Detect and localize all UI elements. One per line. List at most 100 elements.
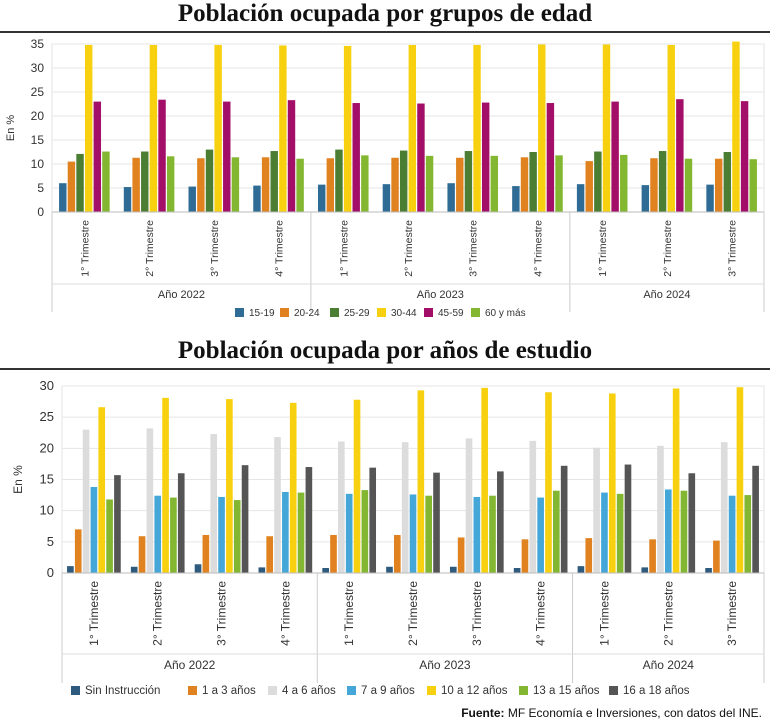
x-tick-label: 4° Trimestre (274, 220, 286, 277)
bar (620, 154, 628, 212)
bar (317, 184, 326, 212)
chart-panel-estudio: Población ocupada por años de estudio 0 5… (0, 334, 770, 722)
bar (130, 566, 138, 573)
bar (425, 155, 434, 212)
bar (464, 151, 473, 212)
bar (555, 155, 563, 212)
bar-chart-estudio: 0 5 10 15 20 25 30 En % Año 2022 Año 2023 Año 2024… (11, 378, 765, 697)
bar (417, 390, 425, 573)
bar (649, 539, 656, 573)
legend-swatch (188, 686, 197, 695)
y-tick-label: 25 (40, 409, 54, 424)
bar (705, 568, 712, 573)
bar (611, 101, 619, 212)
legend-label: 45-59 (438, 308, 464, 319)
y-tick-label: 30 (40, 378, 54, 393)
x-group-label: Año 2024 (643, 658, 695, 672)
bar (194, 564, 202, 573)
bar (667, 44, 675, 213)
bar (345, 493, 353, 573)
bar (723, 152, 732, 212)
bar (577, 566, 585, 573)
bar (529, 152, 537, 212)
legend-label: 20-24 (294, 308, 320, 319)
legend-swatch (519, 686, 528, 695)
x-tick-label: 3° Trimestre (215, 581, 229, 646)
bar (641, 567, 649, 573)
title-rule-edad (0, 31, 770, 33)
bar (205, 149, 214, 212)
bar (326, 158, 335, 212)
legend-label: 10 a 12 años (441, 685, 508, 697)
bar (560, 465, 568, 573)
bar (456, 157, 464, 212)
legend-swatch (471, 308, 480, 317)
bar (688, 473, 696, 573)
bar (322, 568, 329, 573)
bar (672, 388, 680, 573)
legend-label: 16 a 18 años (623, 685, 690, 697)
bar (521, 539, 529, 573)
bar (409, 494, 417, 573)
bar (449, 566, 457, 573)
legend-label: 7 a 9 años (361, 685, 415, 697)
source-label: Fuente: (461, 706, 505, 720)
bar (352, 103, 360, 212)
bar (226, 399, 233, 573)
bar (166, 156, 175, 212)
bar (214, 44, 222, 213)
y-tick-label: 5 (37, 181, 44, 195)
bar (261, 157, 270, 212)
bar (146, 428, 154, 573)
bar (289, 402, 297, 573)
bar (158, 99, 166, 212)
x-tick-label: 2° Trimestre (151, 581, 165, 646)
bar (231, 157, 240, 212)
bar (481, 387, 488, 573)
bar-chart-edad: 0 5 10 15 20 25 30 35 En % Año 2022 Año 2023 Año 20… (5, 37, 765, 319)
legend-swatch (330, 308, 339, 317)
bar (585, 538, 593, 573)
bar (481, 102, 490, 212)
bar (736, 387, 744, 573)
bar (177, 473, 185, 573)
y-tick-label: 15 (40, 472, 54, 487)
bar (676, 99, 684, 212)
chart-panel-edad: Población ocupada por grupos de edad 0 5 1… (0, 0, 770, 334)
bar (457, 537, 465, 573)
chart-title-edad: Población ocupada por grupos de edad (177, 0, 593, 27)
bar (497, 471, 504, 573)
bar (616, 493, 624, 573)
bar (386, 566, 393, 573)
x-group-label: Año 2023 (419, 658, 471, 672)
bar (361, 490, 369, 573)
bar (138, 536, 146, 573)
bar (624, 464, 632, 573)
legend-swatch (424, 308, 433, 317)
source-note: Fuente: MF Economía e Inversiones, con d… (461, 706, 762, 720)
x-tick-label: 3° Trimestre (727, 220, 739, 277)
y-tick-label: 20 (40, 440, 54, 455)
legend-label: Sin Instrucción (85, 685, 160, 697)
bar (210, 433, 218, 573)
bar (489, 495, 496, 573)
bar (408, 44, 417, 213)
y-axis-label: En % (11, 465, 25, 494)
bar (282, 491, 289, 573)
y-tick-label: 0 (37, 205, 44, 219)
bar (241, 465, 249, 573)
title-rule-estudio (0, 368, 770, 370)
bar (513, 568, 521, 573)
bar (102, 151, 110, 212)
legend-swatch (71, 686, 80, 695)
bar (447, 183, 455, 212)
x-tick-label: 1° Trimestre (597, 220, 609, 277)
bar (393, 534, 401, 573)
bar (732, 41, 740, 212)
bar (433, 472, 440, 573)
bar (361, 155, 369, 212)
bar (90, 486, 98, 573)
x-group-label: Año 2022 (158, 289, 205, 301)
bar (593, 447, 600, 573)
x-tick-label: 4° Trimestre (278, 581, 292, 646)
